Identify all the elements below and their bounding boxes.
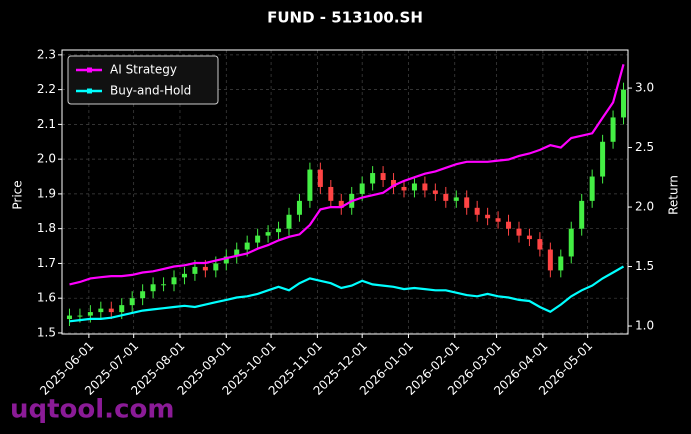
y-tick-label: 1.5: [37, 325, 56, 339]
candle-body: [77, 315, 83, 317]
y-tick-label: 2.1: [37, 117, 56, 131]
candle-body: [391, 180, 397, 187]
y-tick-label: 1.6: [37, 291, 56, 305]
candle-body: [119, 305, 125, 313]
candle-body: [317, 169, 323, 187]
candle-body: [495, 218, 501, 222]
candle-body: [244, 242, 250, 250]
candle-body: [568, 228, 574, 257]
watermark: uqtool.com: [10, 395, 174, 425]
y2-tick-label: 2.5: [635, 140, 654, 154]
candle-body: [150, 284, 156, 292]
candle-body: [464, 197, 470, 208]
y-tick-label: 2.2: [37, 82, 56, 96]
y-tick-label: 1.9: [37, 186, 56, 200]
candle-body: [223, 256, 229, 264]
candle-body: [474, 207, 480, 215]
candle-body: [537, 239, 543, 250]
candle-body: [66, 315, 72, 320]
candle-body: [547, 249, 553, 271]
candle-body: [286, 214, 292, 229]
candle-body: [161, 284, 167, 286]
candle-body: [453, 197, 459, 201]
candle-body: [589, 176, 595, 201]
candle-body: [506, 221, 512, 229]
candle-body: [192, 266, 198, 274]
candle-body: [108, 308, 114, 313]
candle-body: [579, 200, 585, 229]
candle-body: [213, 263, 219, 271]
candle-body: [359, 183, 365, 194]
plot: [66, 64, 627, 327]
y2-tick-label: 2.0: [635, 200, 654, 214]
candle-body: [610, 117, 616, 142]
candle-body: [485, 214, 491, 219]
legend-marker: [87, 88, 92, 94]
y-axis-label: Price: [11, 180, 25, 209]
legend-label: AI Strategy: [110, 63, 177, 77]
candle-body: [171, 277, 177, 285]
candle-body: [401, 186, 407, 191]
legend-label: Buy-and-Hold: [110, 84, 191, 98]
candle-body: [558, 256, 564, 271]
candle-body: [328, 186, 334, 201]
line-series: [69, 64, 625, 286]
legend-box: [67, 55, 219, 105]
candle-body: [87, 312, 93, 316]
candle-body: [276, 228, 282, 233]
candle-body: [202, 266, 208, 271]
candle-body: [370, 173, 376, 184]
candle-body: [296, 200, 302, 215]
candle-body: [181, 273, 187, 278]
y2-tick-label: 1.0: [635, 319, 654, 333]
y-tick-label: 2.0: [37, 152, 56, 166]
y2-tick-label: 1.5: [635, 259, 654, 273]
y-tick-label: 1.7: [37, 256, 56, 270]
candle-body: [621, 89, 627, 118]
chart-title: FUND - 513100.SH: [267, 9, 423, 27]
candle-body: [307, 169, 313, 201]
y2-axis-label: Return: [667, 175, 681, 215]
y-tick-label: 1.8: [37, 221, 56, 235]
candle-body: [234, 249, 240, 257]
candle-body: [140, 291, 146, 299]
legend-marker: [87, 67, 92, 73]
candle-body: [526, 235, 532, 240]
candle-body: [432, 190, 438, 194]
y2-tick-label: 3.0: [635, 81, 654, 95]
candle-body: [422, 183, 428, 191]
candle-body: [380, 173, 386, 181]
candle-body: [255, 235, 261, 243]
plot-frame: [61, 49, 629, 335]
candle-body: [129, 298, 135, 306]
y-tick-label: 2.3: [37, 47, 56, 61]
candle-body: [338, 200, 344, 208]
candle-body: [411, 183, 417, 191]
candle-body: [98, 308, 104, 313]
candle-body: [600, 141, 606, 177]
candle-body: [265, 232, 271, 236]
line-series: [69, 265, 625, 323]
candle-body: [516, 228, 522, 236]
candle-body: [443, 193, 449, 201]
